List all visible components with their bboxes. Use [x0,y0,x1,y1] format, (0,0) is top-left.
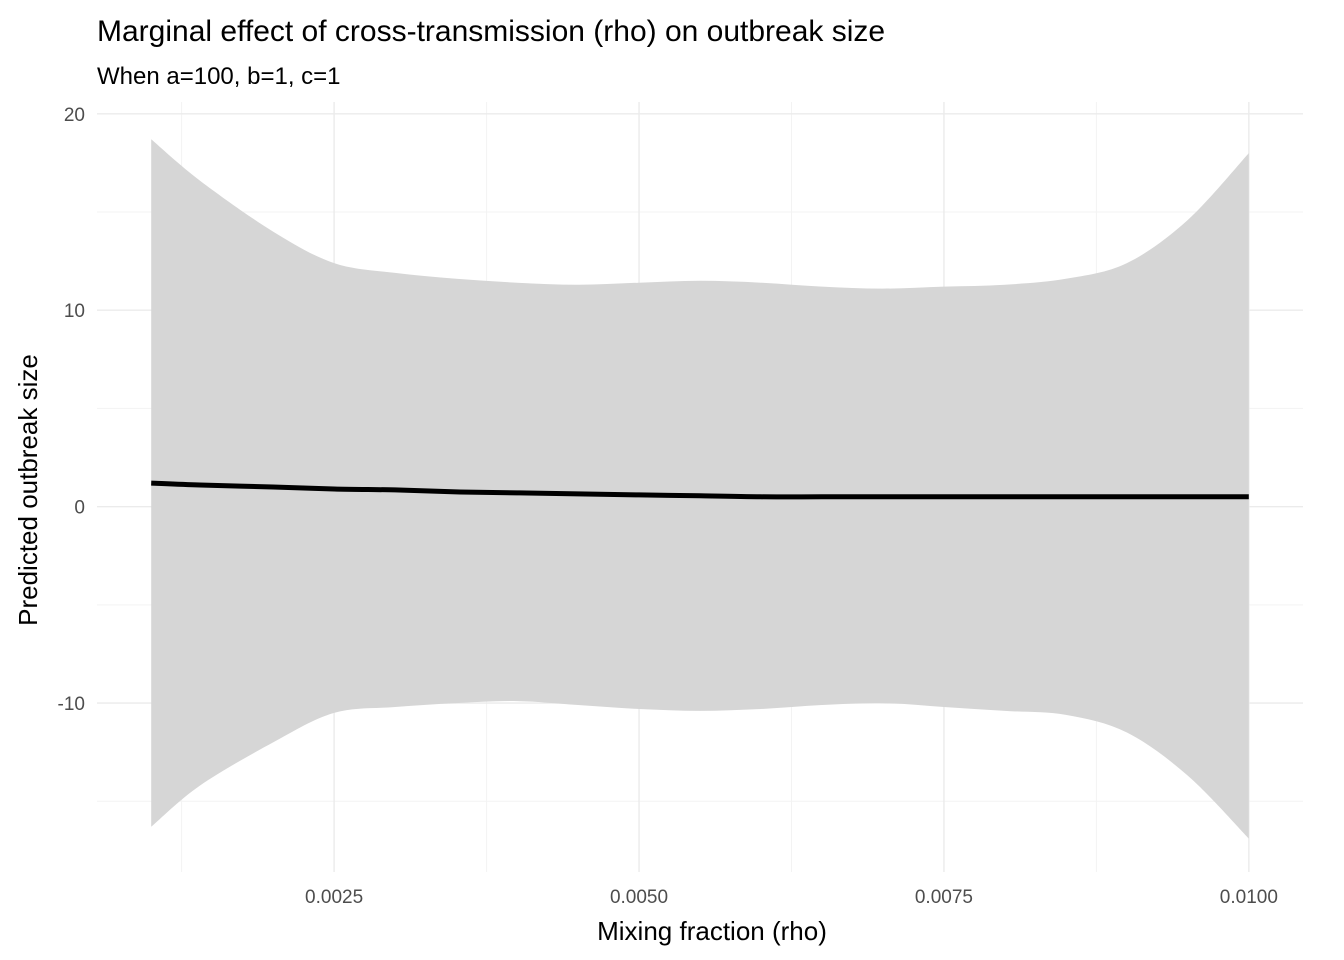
x-tick-label: 0.0075 [915,887,973,908]
prediction-line [151,480,1249,500]
y-tick-label: 0 [74,498,85,519]
x-tick-label: 0.0100 [1220,887,1278,908]
y-tick-label: 20 [64,105,85,126]
x-tick-label: 0.0025 [305,887,363,908]
y-axis-ticks: -10 0 10 20 [58,105,85,715]
chart-subtitle: When a=100, b=1, c=1 [97,63,341,90]
y-axis-title: Predicted outbreak size [13,354,43,626]
y-tick-label: 10 [64,301,85,322]
chart-title: Marginal effect of cross-transmission (r… [97,15,885,48]
x-axis-ticks: 0.0025 0.0050 0.0075 0.0100 [305,887,1278,908]
y-tick-label: -10 [58,694,85,715]
x-axis-title: Mixing fraction (rho) [597,916,827,946]
confidence-ribbon [151,139,1249,839]
x-tick-label: 0.0050 [610,887,668,908]
